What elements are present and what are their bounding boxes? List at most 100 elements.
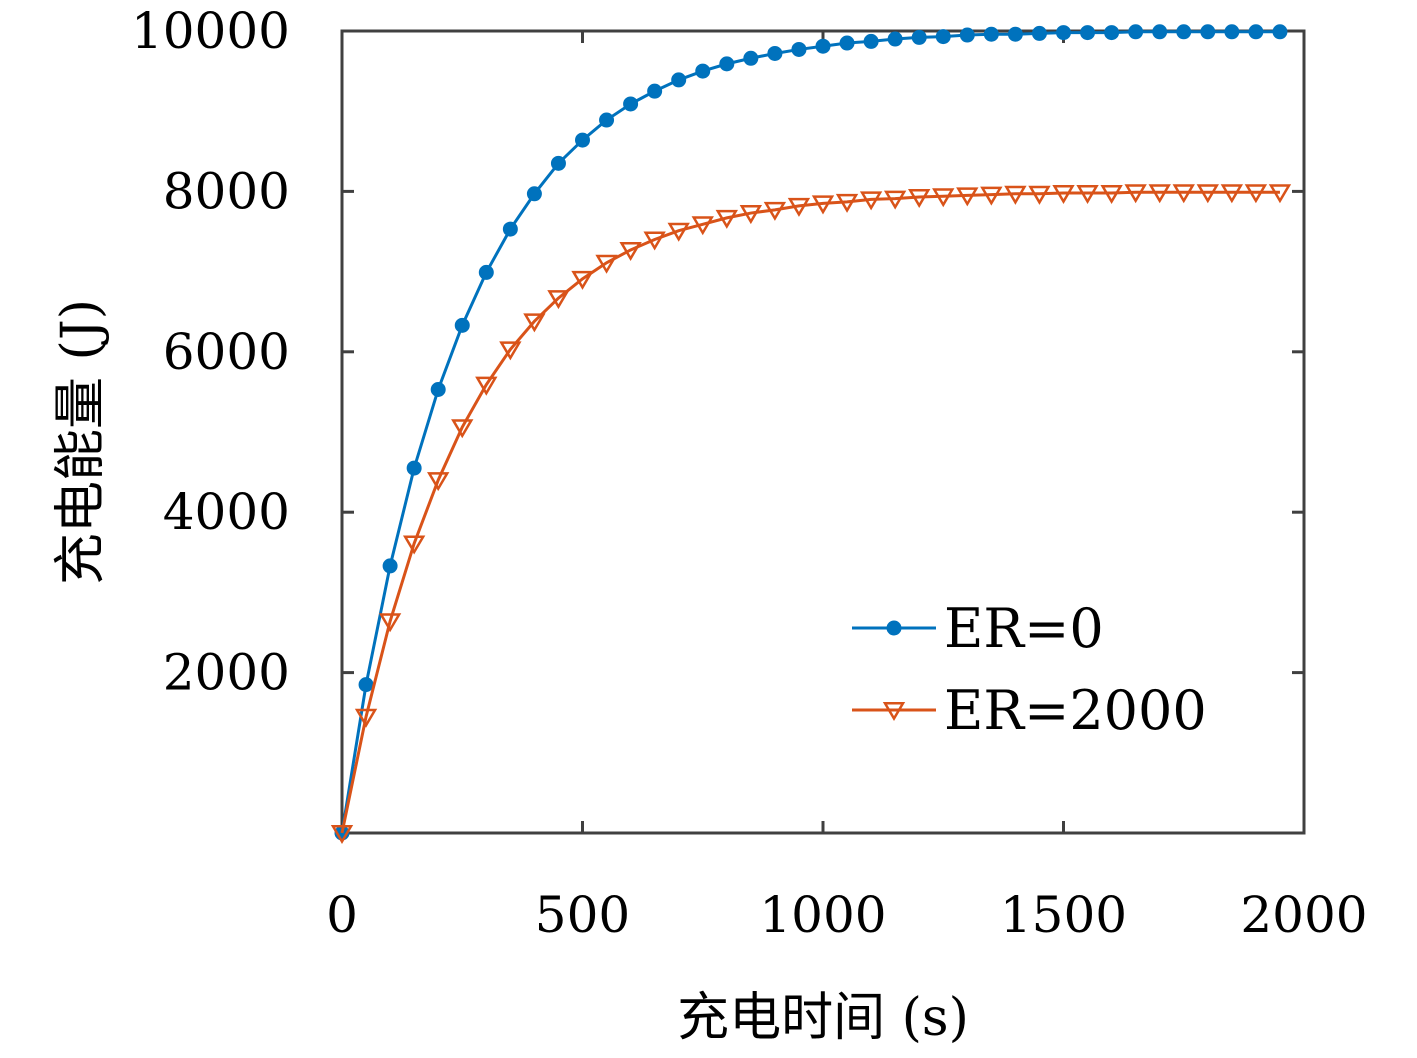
data-point-1 — [402, 535, 426, 555]
data-point-1 — [1268, 184, 1292, 204]
series-line-0 — [340, 30, 1280, 834]
data-point-0 — [454, 317, 470, 333]
data-point-0 — [1152, 24, 1168, 40]
data-point-0 — [526, 186, 542, 202]
data-point-1 — [691, 216, 714, 236]
y-tick-label: 6000 — [163, 323, 290, 381]
data-point-1 — [739, 205, 763, 225]
data-point-0 — [767, 45, 783, 61]
y-tick-label: 8000 — [163, 162, 290, 220]
data-point-1 — [763, 201, 787, 221]
data-point-1 — [980, 186, 1003, 206]
data-point-0 — [1272, 24, 1288, 40]
legend: ER=0 ER=2000 — [852, 597, 1207, 742]
data-point-0 — [1176, 24, 1192, 40]
data-point-1 — [835, 193, 859, 213]
data-point-1 — [1004, 185, 1027, 205]
data-point-0 — [478, 264, 494, 280]
data-point-0 — [743, 50, 759, 66]
data-point-0 — [1128, 24, 1144, 40]
data-point-1 — [1076, 185, 1099, 205]
data-point-0 — [935, 29, 951, 45]
series-1 — [330, 184, 1292, 845]
data-point-1 — [595, 254, 618, 274]
data-point-1 — [908, 189, 931, 209]
data-point-1 — [859, 191, 883, 211]
data-point-0 — [863, 33, 879, 49]
data-point-1 — [1172, 184, 1195, 204]
data-point-1 — [378, 613, 402, 633]
data-point-1 — [571, 270, 594, 290]
x-tick-label: 0 — [326, 886, 358, 944]
data-point-1 — [1148, 184, 1171, 204]
x-tick-label: 1000 — [759, 886, 886, 944]
data-point-1 — [811, 195, 835, 215]
x-tick-label: 1500 — [1000, 886, 1127, 944]
axes: 0 500 1000 1500 2000 2000 4000 6000 8000 10000 — [131, 2, 1368, 944]
data-point-1 — [1196, 184, 1219, 204]
y-tick-label: 10000 — [131, 2, 290, 60]
data-point-1 — [956, 187, 979, 207]
data-point-1 — [1244, 184, 1268, 204]
data-point-0 — [815, 38, 831, 54]
data-point-1 — [330, 825, 354, 845]
data-point-0 — [647, 83, 663, 99]
legend-entry-label: ER=0 — [944, 597, 1104, 660]
y-tick-label: 2000 — [163, 644, 290, 702]
x-tick-label: 500 — [535, 886, 630, 944]
data-point-1 — [1124, 184, 1147, 204]
legend-entry-label: ER=2000 — [944, 679, 1207, 742]
data-point-1 — [667, 222, 690, 242]
data-point-0 — [623, 96, 639, 112]
data-point-0 — [1080, 25, 1096, 41]
data-point-0 — [1056, 25, 1071, 41]
series-line-1 — [340, 190, 1280, 834]
data-point-1 — [883, 190, 907, 210]
x-axis-label: 充电时间 (s) — [677, 988, 969, 1048]
data-point-1 — [619, 241, 642, 261]
data-point-0 — [839, 35, 855, 51]
data-point-0 — [599, 112, 615, 128]
data-point-0 — [887, 31, 903, 47]
series-0 — [334, 24, 1288, 841]
data-point-0 — [959, 27, 975, 43]
y-axis-label: 充电能量 (J) — [51, 299, 111, 585]
data-point-1 — [1028, 185, 1051, 205]
data-point-1 — [1100, 185, 1123, 205]
data-point-1 — [499, 341, 522, 361]
data-point-1 — [787, 197, 811, 217]
data-point-1 — [1052, 185, 1075, 205]
data-point-1 — [451, 419, 474, 439]
data-point-0 — [358, 677, 374, 693]
data-point-0 — [671, 72, 687, 88]
data-point-0 — [430, 381, 446, 397]
data-point-0 — [1104, 25, 1120, 41]
data-point-0 — [1248, 24, 1264, 40]
data-point-1 — [547, 290, 570, 310]
data-point-0 — [1007, 26, 1023, 42]
data-point-0 — [382, 558, 398, 574]
data-point-0 — [550, 155, 566, 171]
data-point-1 — [932, 188, 955, 208]
legend-swatch-marker — [886, 620, 902, 636]
data-point-1 — [643, 231, 666, 251]
x-tick-label: 2000 — [1240, 886, 1367, 944]
data-point-0 — [502, 221, 518, 237]
data-point-0 — [575, 132, 590, 148]
data-point-1 — [427, 472, 450, 492]
data-point-0 — [1031, 25, 1047, 41]
data-point-0 — [983, 26, 999, 42]
y-tick-label: 4000 — [163, 483, 290, 541]
data-point-0 — [1200, 24, 1216, 40]
data-point-0 — [695, 63, 711, 79]
data-point-1 — [715, 209, 738, 229]
data-point-0 — [1224, 24, 1240, 40]
legend-swatch-marker — [882, 702, 906, 722]
data-point-0 — [911, 29, 927, 45]
data-point-1 — [475, 376, 498, 396]
data-point-0 — [791, 41, 807, 57]
series-layer — [330, 24, 1292, 845]
data-point-1 — [523, 313, 546, 333]
